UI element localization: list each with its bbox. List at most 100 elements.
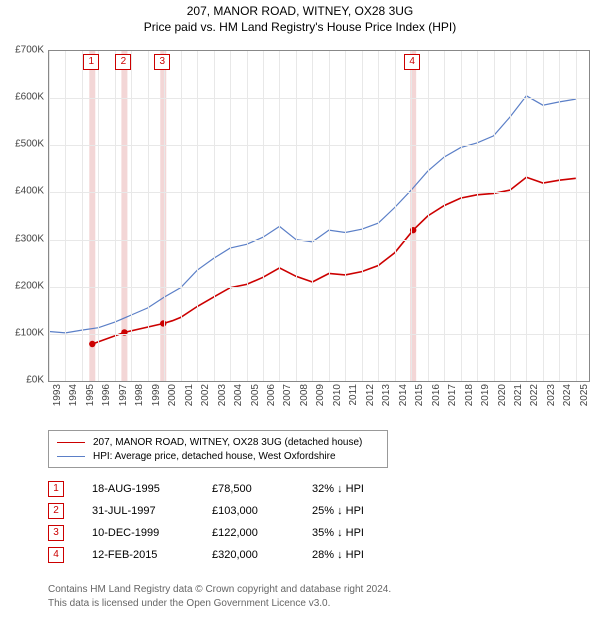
x-tick-label: 2014 bbox=[398, 384, 409, 406]
sale-date: 31-JUL-1997 bbox=[92, 505, 212, 517]
sale-row-marker: 3 bbox=[48, 525, 64, 541]
legend-label: HPI: Average price, detached house, West… bbox=[93, 451, 336, 462]
x-tick-label: 2022 bbox=[529, 384, 540, 406]
x-tick-label: 2017 bbox=[447, 384, 458, 406]
plot-svg bbox=[49, 51, 589, 381]
sale-vs-hpi: 32% ↓ HPI bbox=[312, 483, 432, 495]
x-tick-label: 2016 bbox=[431, 384, 442, 406]
sale-row-marker: 4 bbox=[48, 547, 64, 563]
gridline-v bbox=[49, 51, 50, 381]
sale-row: 310-DEC-1999£122,00035% ↓ HPI bbox=[48, 522, 432, 544]
footnote-line2: This data is licensed under the Open Gov… bbox=[48, 597, 391, 611]
x-tick-label: 2020 bbox=[497, 384, 508, 406]
gridline-v bbox=[444, 51, 445, 381]
x-tick-label: 2012 bbox=[365, 384, 376, 406]
gridline-v bbox=[148, 51, 149, 381]
x-tick-label: 2000 bbox=[167, 384, 178, 406]
gridline-v bbox=[329, 51, 330, 381]
y-tick-label: £500K bbox=[0, 139, 48, 150]
sale-price: £78,500 bbox=[212, 483, 312, 495]
x-tick-label: 1998 bbox=[134, 384, 145, 406]
x-tick-label: 1995 bbox=[85, 384, 96, 406]
gridline-v bbox=[494, 51, 495, 381]
x-tick-label: 2001 bbox=[184, 384, 195, 406]
gridline-v bbox=[378, 51, 379, 381]
gridline-v bbox=[510, 51, 511, 381]
plot-area bbox=[48, 50, 590, 382]
sale-point-1 bbox=[89, 341, 95, 347]
legend-item: 207, MANOR ROAD, WITNEY, OX28 3UG (detac… bbox=[57, 435, 379, 449]
x-tick-label: 2008 bbox=[299, 384, 310, 406]
gridline-v bbox=[65, 51, 66, 381]
y-tick-label: £300K bbox=[0, 233, 48, 244]
footnote: Contains HM Land Registry data © Crown c… bbox=[48, 583, 391, 610]
legend-label: 207, MANOR ROAD, WITNEY, OX28 3UG (detac… bbox=[93, 437, 362, 448]
gridline-v bbox=[82, 51, 83, 381]
y-tick-label: £100K bbox=[0, 327, 48, 338]
sale-vs-hpi: 35% ↓ HPI bbox=[312, 527, 432, 539]
x-tick-label: 2004 bbox=[233, 384, 244, 406]
x-tick-label: 2013 bbox=[381, 384, 392, 406]
x-tick-label: 2010 bbox=[332, 384, 343, 406]
gridline-v bbox=[362, 51, 363, 381]
gridline-v bbox=[230, 51, 231, 381]
sale-marker-box-1: 1 bbox=[83, 54, 99, 70]
address-title: 207, MANOR ROAD, WITNEY, OX28 3UG bbox=[0, 4, 600, 18]
gridline-h bbox=[49, 98, 589, 99]
gridline-v bbox=[131, 51, 132, 381]
y-tick-label: £700K bbox=[0, 45, 48, 56]
y-tick-label: £600K bbox=[0, 92, 48, 103]
x-tick-label: 2015 bbox=[414, 384, 425, 406]
sale-date: 10-DEC-1999 bbox=[92, 527, 212, 539]
gridline-v bbox=[395, 51, 396, 381]
gridline-v bbox=[543, 51, 544, 381]
x-tick-label: 2005 bbox=[250, 384, 261, 406]
x-tick-label: 1997 bbox=[118, 384, 129, 406]
sale-vs-hpi: 25% ↓ HPI bbox=[312, 505, 432, 517]
gridline-v bbox=[164, 51, 165, 381]
sale-row: 4 12-FEB-2015£320,00028% ↓ HPI bbox=[48, 544, 432, 566]
sale-marker-box-2: 2 bbox=[115, 54, 131, 70]
x-tick-label: 1993 bbox=[52, 384, 63, 406]
x-tick-label: 2025 bbox=[579, 384, 590, 406]
sale-row: 231-JUL-1997£103,00025% ↓ HPI bbox=[48, 500, 432, 522]
gridline-v bbox=[559, 51, 560, 381]
gridline-v bbox=[477, 51, 478, 381]
gridline-v bbox=[279, 51, 280, 381]
gridline-v bbox=[115, 51, 116, 381]
x-tick-label: 1999 bbox=[151, 384, 162, 406]
gridline-h bbox=[49, 192, 589, 193]
titles: 207, MANOR ROAD, WITNEY, OX28 3UG Price … bbox=[0, 0, 600, 34]
x-tick-label: 2009 bbox=[315, 384, 326, 406]
sale-date: 18-AUG-1995 bbox=[92, 483, 212, 495]
sale-date: 12-FEB-2015 bbox=[92, 549, 212, 561]
x-tick-label: 2023 bbox=[546, 384, 557, 406]
gridline-v bbox=[296, 51, 297, 381]
x-tick-label: 1994 bbox=[68, 384, 79, 406]
gridline-v bbox=[263, 51, 264, 381]
sale-marker-box-4: 4 bbox=[404, 54, 420, 70]
gridline-v bbox=[214, 51, 215, 381]
gridline-v bbox=[576, 51, 577, 381]
gridline-h bbox=[49, 145, 589, 146]
y-tick-label: £0K bbox=[0, 375, 48, 386]
sale-row-marker: 2 bbox=[48, 503, 64, 519]
sale-price: £320,000 bbox=[212, 549, 312, 561]
gridline-v bbox=[345, 51, 346, 381]
sale-row-marker: 1 bbox=[48, 481, 64, 497]
x-tick-label: 2018 bbox=[464, 384, 475, 406]
gridline-v bbox=[526, 51, 527, 381]
sale-row: 1 18-AUG-1995£78,50032% ↓ HPI bbox=[48, 478, 432, 500]
gridline-v bbox=[428, 51, 429, 381]
gridline-h bbox=[49, 334, 589, 335]
sale-vs-hpi: 28% ↓ HPI bbox=[312, 549, 432, 561]
gridline-v bbox=[411, 51, 412, 381]
x-tick-label: 2011 bbox=[348, 384, 359, 406]
gridline-v bbox=[461, 51, 462, 381]
legend-swatch bbox=[57, 442, 85, 443]
chart-container: 207, MANOR ROAD, WITNEY, OX28 3UG Price … bbox=[0, 0, 600, 620]
x-tick-label: 2024 bbox=[562, 384, 573, 406]
x-tick-label: 2006 bbox=[266, 384, 277, 406]
sales-table: 1 18-AUG-1995£78,50032% ↓ HPI 2 31-JUL-1997… bbox=[48, 478, 432, 566]
y-tick-label: £200K bbox=[0, 280, 48, 291]
